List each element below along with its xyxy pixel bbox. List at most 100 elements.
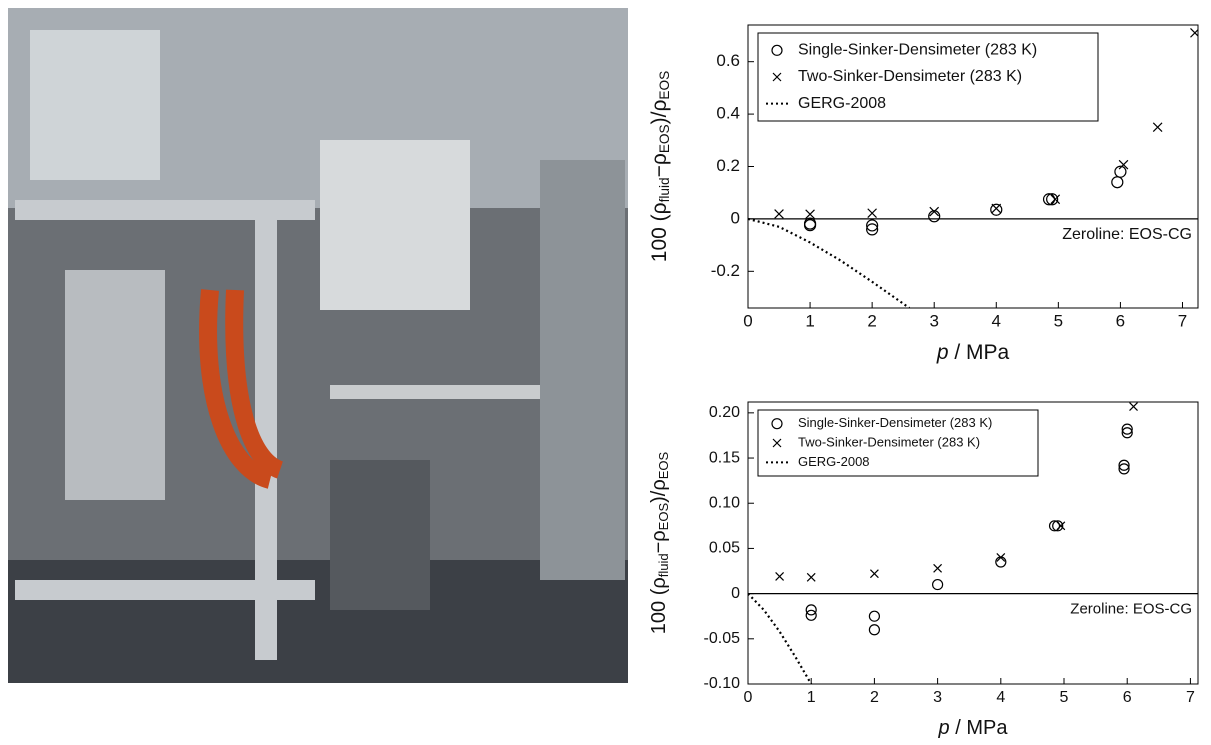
y-tick-label: 0.05 bbox=[709, 540, 740, 557]
y-axis-label-subscript: fluid bbox=[656, 553, 671, 577]
cross-marker bbox=[991, 203, 1002, 214]
photo-valve-panel bbox=[320, 140, 470, 310]
photo-frame-beam bbox=[15, 200, 315, 220]
photo-cabinet bbox=[330, 460, 430, 610]
circle-marker bbox=[1052, 520, 1064, 532]
circle-marker bbox=[1048, 520, 1061, 532]
y-axis-label-part: −ρ bbox=[648, 153, 671, 177]
line bbox=[748, 217, 911, 308]
x-tick-label: 1 bbox=[805, 311, 814, 330]
y-tick-label: 0 bbox=[731, 585, 740, 602]
x-axis-label-part: p bbox=[938, 717, 950, 739]
circle-marker bbox=[995, 556, 1007, 568]
cross-marker bbox=[1050, 194, 1061, 205]
x-tick-label: 0 bbox=[744, 689, 753, 706]
x-tick-label: 5 bbox=[1054, 311, 1063, 330]
x-tick-label: 6 bbox=[1123, 689, 1132, 706]
x-tick-label: 2 bbox=[867, 311, 876, 330]
annotation: Zeroline: EOS-CG bbox=[1070, 601, 1192, 618]
y-tick-label: 0.2 bbox=[716, 156, 740, 175]
y-tick-label: 0.6 bbox=[716, 51, 740, 70]
x-tick-label: 4 bbox=[996, 689, 1005, 706]
annotation: Zeroline: EOS-CG bbox=[1062, 226, 1192, 243]
photo-enclosure bbox=[30, 30, 160, 180]
x-tick-label: 3 bbox=[933, 689, 942, 706]
y-axis-label: 100 (ρfluid−ρEOS)/ρEOS bbox=[648, 71, 672, 262]
cross-marker bbox=[996, 553, 1006, 562]
circle-marker bbox=[805, 604, 817, 616]
circle-marker bbox=[990, 203, 1003, 216]
x-tick-label: 2 bbox=[870, 689, 879, 706]
circle-marker bbox=[868, 610, 881, 622]
x-axis-label: p / MPa bbox=[938, 717, 1009, 739]
plot-area bbox=[748, 28, 1198, 308]
photo-frame-base bbox=[15, 580, 315, 600]
cross-marker bbox=[806, 572, 816, 582]
cross-marker bbox=[772, 72, 782, 82]
legend-label: Two-Sinker-Densimeter (283 K) bbox=[798, 68, 1022, 85]
x-tick-label: 7 bbox=[1186, 689, 1195, 706]
y-axis-label-subscript: fluid bbox=[657, 177, 672, 202]
x-axis-label: p / MPa bbox=[936, 341, 1010, 364]
lab-photo bbox=[8, 8, 628, 683]
y-axis-label-subscript: EOS bbox=[656, 503, 671, 531]
x-tick-label: 7 bbox=[1178, 311, 1187, 330]
y-tick-label: 0.15 bbox=[709, 449, 740, 466]
y-axis-label-subscript: EOS bbox=[657, 71, 672, 100]
circle-marker bbox=[932, 578, 944, 591]
photo-floor bbox=[8, 560, 628, 683]
circle-marker bbox=[868, 624, 881, 636]
y-tick-label: 0.20 bbox=[709, 404, 740, 421]
circle-marker bbox=[1118, 459, 1130, 471]
line bbox=[748, 592, 813, 684]
chart: 0 1 2 3 4 5 6 7 -0.2 0 0.2 0.4 0.6 Zeroline: EOS-CG p … bbox=[648, 24, 1199, 364]
legend-frame bbox=[757, 32, 1099, 122]
circle-marker bbox=[805, 609, 817, 621]
legend: Single-Sinker-Densimeter (283 K) Two-Sink… bbox=[757, 32, 1099, 122]
cross-marker bbox=[1056, 521, 1066, 531]
y-tick-label: -0.10 bbox=[704, 675, 741, 692]
photo-hoses bbox=[199, 289, 284, 489]
y-axis-label-part: )/ρ bbox=[648, 479, 670, 503]
y-tick-label: 0 bbox=[731, 208, 740, 227]
plot-area bbox=[748, 402, 1138, 684]
circle-marker bbox=[771, 44, 783, 56]
circle-marker bbox=[1114, 165, 1127, 178]
cross-marker bbox=[1152, 122, 1163, 133]
x-axis-label-part: / MPa bbox=[949, 341, 1010, 364]
circle-marker bbox=[1046, 193, 1059, 206]
circle-marker bbox=[1121, 423, 1133, 435]
circle-marker bbox=[1121, 427, 1133, 439]
plot-frame bbox=[747, 401, 1199, 685]
y-tick-label: 0.4 bbox=[716, 104, 740, 123]
x-tick-label: 3 bbox=[929, 311, 938, 330]
photo-cylinder bbox=[65, 270, 165, 500]
circle-marker bbox=[1111, 176, 1124, 189]
x-axis-label-part: p bbox=[936, 341, 949, 364]
legend-frame bbox=[757, 409, 1039, 477]
cross-marker bbox=[805, 209, 815, 220]
cross-marker bbox=[869, 569, 879, 579]
photo-rack bbox=[540, 160, 625, 580]
y-tick-label: -0.05 bbox=[704, 630, 741, 647]
cross-marker bbox=[775, 572, 785, 581]
legend: Single-Sinker-Densimeter (283 K) Two-Sink… bbox=[757, 409, 1039, 477]
y-axis-label-part: −ρ bbox=[648, 530, 670, 553]
legend-label: GERG-2008 bbox=[798, 454, 870, 469]
circle-marker bbox=[866, 223, 879, 236]
legend-label: GERG-2008 bbox=[798, 95, 886, 112]
cross-marker bbox=[929, 206, 940, 217]
chart: 0 1 2 3 4 5 6 7 -0.10 -0.05 0 0.05 0.10 0.15 0.20 Zerol… bbox=[648, 401, 1199, 739]
y-axis-label-part: 100 (ρ bbox=[648, 202, 671, 262]
photo-frame-post bbox=[255, 210, 277, 660]
y-axis-label-part: 100 (ρ bbox=[648, 577, 670, 634]
cross-marker bbox=[933, 563, 943, 573]
cross-marker bbox=[1118, 159, 1129, 170]
legend-label: Two-Sinker-Densimeter (283 K) bbox=[798, 434, 980, 449]
legend-label: Single-Sinker-Densimeter (283 K) bbox=[798, 415, 992, 430]
cross-marker bbox=[867, 208, 877, 218]
y-tick-label: 0.10 bbox=[709, 494, 740, 511]
y-axis-label-subscript: EOS bbox=[657, 124, 672, 153]
x-tick-label: 6 bbox=[1116, 311, 1125, 330]
